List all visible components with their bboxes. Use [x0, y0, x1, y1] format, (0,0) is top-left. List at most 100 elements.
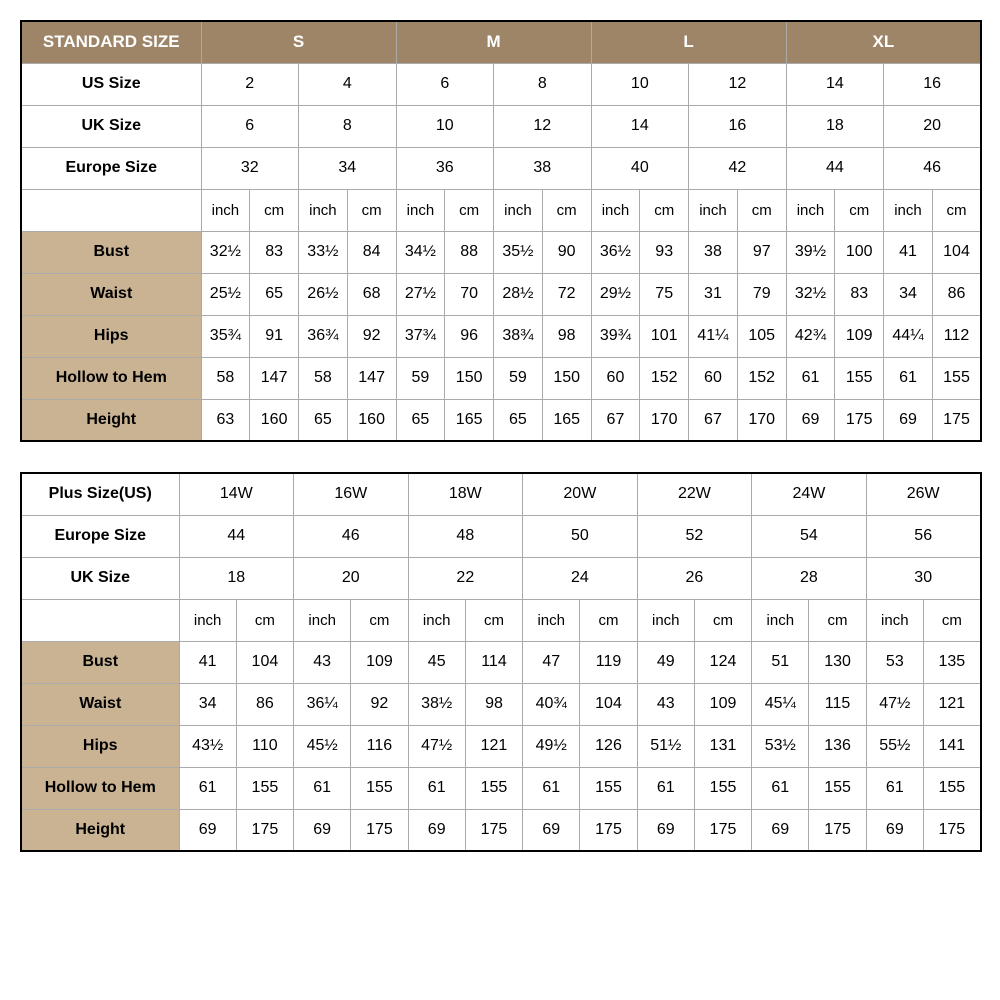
cell: 46: [884, 147, 982, 189]
measure-value: 147: [250, 357, 299, 399]
cell: 6: [201, 105, 299, 147]
size-group-xl: XL: [786, 21, 981, 63]
measure-value: 175: [580, 809, 637, 851]
cell: 12: [689, 63, 787, 105]
cell: 34: [299, 147, 397, 189]
measure-value: 59: [494, 357, 543, 399]
measure-value: 135: [923, 641, 980, 683]
unit-inch: inch: [294, 599, 351, 641]
measure-value: 34: [884, 273, 933, 315]
measure-value: 45½: [294, 725, 351, 767]
measure-value: 69: [866, 809, 923, 851]
measure-value: 51: [752, 641, 809, 683]
cell: 22: [408, 557, 523, 599]
unit-cm: cm: [580, 599, 637, 641]
measure-value: 65: [396, 399, 445, 441]
cell: 20: [294, 557, 409, 599]
measure-value: 67: [591, 399, 640, 441]
measure-label: Hips: [21, 725, 179, 767]
measure-value: 110: [236, 725, 293, 767]
table-plus: Plus Size(US) 14W 16W 18W 20W 22W 24W 26…: [20, 472, 982, 852]
cell: 4: [299, 63, 397, 105]
cell: 14: [786, 63, 884, 105]
plus-uk-row: UK Size 18 20 22 24 26 28 30: [21, 557, 981, 599]
measure-value: 65: [299, 399, 348, 441]
measure-value: 83: [835, 273, 884, 315]
measure-value: 61: [752, 767, 809, 809]
cell: 50: [523, 515, 638, 557]
unit-inch: inch: [786, 189, 835, 231]
measure-value: 155: [923, 767, 980, 809]
measure-value: 150: [445, 357, 494, 399]
measure-value: 59: [396, 357, 445, 399]
measure-value: 92: [351, 683, 408, 725]
measure-value: 175: [923, 809, 980, 851]
measure-value: 86: [236, 683, 293, 725]
size-group-l: L: [591, 21, 786, 63]
measure-value: 155: [809, 767, 866, 809]
measure-value: 35½: [494, 231, 543, 273]
measure-value: 91: [250, 315, 299, 357]
measure-value: 104: [580, 683, 637, 725]
measure-value: 114: [465, 641, 522, 683]
size-group-s: S: [201, 21, 396, 63]
measure-value: 75: [640, 273, 689, 315]
cell: 56: [866, 515, 981, 557]
measure-value: 51½: [637, 725, 694, 767]
measure-value: 165: [445, 399, 494, 441]
measure-value: 29½: [591, 273, 640, 315]
measure-value: 141: [923, 725, 980, 767]
measure-value: 44¼: [884, 315, 933, 357]
unit-cm: cm: [835, 189, 884, 231]
us-size-label: US Size: [21, 63, 201, 105]
measure-label: Height: [21, 399, 201, 441]
measure-value: 68: [347, 273, 396, 315]
measure-label: Bust: [21, 231, 201, 273]
measure-value: 36½: [591, 231, 640, 273]
measure-value: 155: [835, 357, 884, 399]
cell: 26W: [866, 473, 981, 515]
measure-value: 61: [179, 767, 236, 809]
cell: 38: [494, 147, 592, 189]
cell: 24W: [752, 473, 867, 515]
measure-row: Waist348636¼9238½9840¾1044310945¼11547½1…: [21, 683, 981, 725]
measure-value: 175: [809, 809, 866, 851]
measure-value: 32½: [201, 231, 250, 273]
measure-label: Height: [21, 809, 179, 851]
title-cell: STANDARD SIZE: [21, 21, 201, 63]
measure-value: 53½: [752, 725, 809, 767]
cell: 28: [752, 557, 867, 599]
unit-cm: cm: [737, 189, 786, 231]
measure-value: 104: [236, 641, 293, 683]
measure-value: 55½: [866, 725, 923, 767]
measure-value: 38¾: [494, 315, 543, 357]
measure-value: 104: [932, 231, 981, 273]
unit-inch: inch: [179, 599, 236, 641]
measure-value: 160: [250, 399, 299, 441]
unit-inch: inch: [866, 599, 923, 641]
measure-label: Waist: [21, 683, 179, 725]
unit-cm: cm: [465, 599, 522, 641]
measure-value: 92: [347, 315, 396, 357]
measure-value: 36¼: [294, 683, 351, 725]
cell: 16: [689, 105, 787, 147]
measure-value: 60: [591, 357, 640, 399]
measure-row: Hollow to Hem611556115561155611556115561…: [21, 767, 981, 809]
measure-value: 61: [866, 767, 923, 809]
cell: 2: [201, 63, 299, 105]
measure-value: 32½: [786, 273, 835, 315]
unit-inch: inch: [299, 189, 348, 231]
plus-size-table: Plus Size(US) 14W 16W 18W 20W 22W 24W 26…: [20, 472, 980, 852]
cell: 44: [179, 515, 294, 557]
unit-cm: cm: [347, 189, 396, 231]
measure-value: 47½: [866, 683, 923, 725]
unit-inch: inch: [591, 189, 640, 231]
measure-value: 61: [884, 357, 933, 399]
measure-value: 63: [201, 399, 250, 441]
cell: 48: [408, 515, 523, 557]
measure-value: 170: [640, 399, 689, 441]
measure-value: 160: [347, 399, 396, 441]
measure-value: 175: [465, 809, 522, 851]
cell: 14: [591, 105, 689, 147]
cell: 14W: [179, 473, 294, 515]
